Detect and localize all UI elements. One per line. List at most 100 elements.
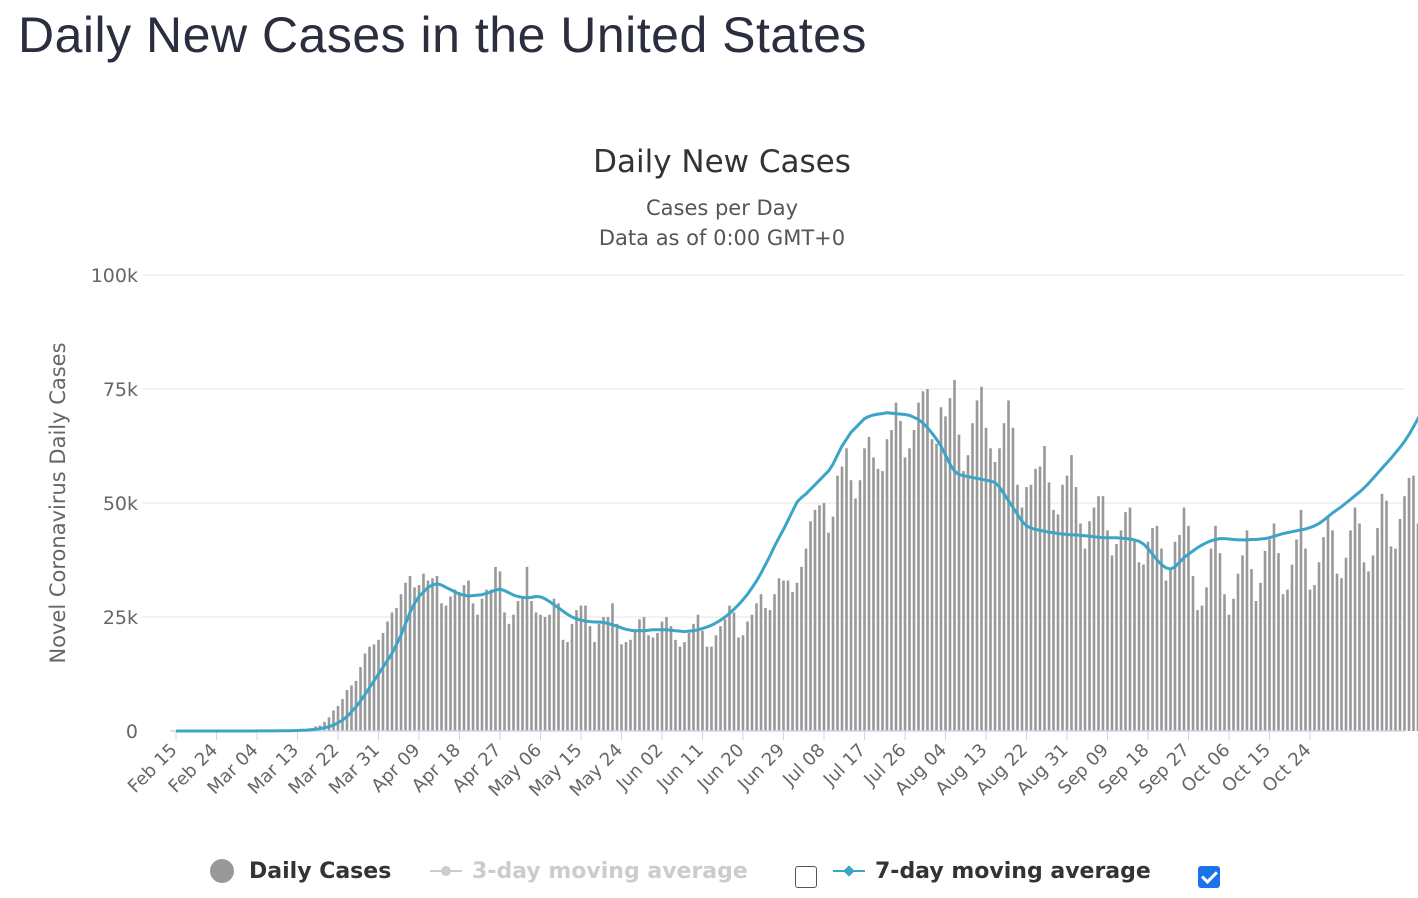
- gridlines: [142, 274, 1405, 618]
- circle-line-marker-icon: [430, 861, 462, 881]
- bar: [341, 699, 344, 731]
- bar: [1304, 548, 1307, 731]
- legend-7day-label: 7-day moving average: [875, 858, 1151, 884]
- bar: [552, 598, 556, 731]
- bar: [1056, 514, 1060, 731]
- bar: [804, 548, 808, 731]
- bar: [1043, 446, 1046, 731]
- bar: [588, 626, 592, 731]
- bar: [1335, 573, 1339, 731]
- bar: [516, 601, 520, 731]
- bar: [561, 639, 565, 731]
- bar: [1349, 530, 1352, 731]
- bar: [926, 389, 929, 731]
- bar: [620, 644, 623, 731]
- bar: [791, 591, 794, 731]
- bar: [1385, 500, 1388, 731]
- bar: [669, 626, 673, 731]
- bar: [710, 646, 713, 731]
- page-title: Daily New Cases in the United States: [18, 7, 867, 63]
- bar: [1299, 509, 1303, 731]
- bar: [1196, 610, 1199, 731]
- bar: [336, 705, 340, 731]
- bar: [1403, 496, 1406, 731]
- bar: [1182, 507, 1186, 731]
- bar: [980, 386, 983, 731]
- ma7-checkbox[interactable]: [1198, 866, 1220, 888]
- bar: [768, 610, 772, 731]
- bar: [1376, 528, 1379, 731]
- bar: [1110, 555, 1114, 731]
- ma3-checkbox[interactable]: [795, 866, 817, 888]
- bar: [948, 398, 952, 731]
- bar: [584, 605, 587, 731]
- bar: [678, 646, 682, 731]
- bar: [1250, 569, 1253, 731]
- bar: [345, 689, 349, 731]
- bar: [1038, 466, 1042, 731]
- bar: [395, 607, 398, 731]
- bar: [1124, 512, 1127, 731]
- bar: [957, 434, 961, 731]
- bar: [656, 632, 659, 731]
- bar: [1322, 537, 1325, 731]
- bar: [854, 498, 857, 731]
- bar: [417, 585, 421, 731]
- bar: [962, 471, 965, 731]
- bar: [422, 573, 425, 731]
- bar: [800, 566, 803, 731]
- legend-3day-average[interactable]: 3-day moving average: [430, 856, 748, 886]
- bar: [1097, 496, 1100, 731]
- bar: [696, 614, 700, 731]
- bar: [993, 461, 997, 731]
- bar: [1259, 582, 1262, 731]
- bar: [1331, 530, 1334, 731]
- bar: [386, 621, 389, 731]
- bar: [566, 642, 569, 731]
- bar: [539, 614, 542, 731]
- bar: [1146, 541, 1150, 731]
- bar: [1227, 614, 1231, 731]
- bar: [773, 594, 776, 731]
- bar: [1187, 525, 1190, 731]
- bar: [1101, 496, 1105, 731]
- bar: [1214, 525, 1217, 731]
- bar: [908, 448, 911, 731]
- bar: [777, 578, 781, 731]
- bar: [372, 644, 376, 731]
- bar: [827, 532, 830, 731]
- x-tick-label: Jul 17: [819, 740, 870, 791]
- bar: [570, 623, 574, 731]
- bar: [1272, 523, 1276, 731]
- bar: [1407, 477, 1411, 731]
- bar: [494, 566, 497, 731]
- bar: [638, 619, 641, 731]
- bar: [1083, 548, 1087, 731]
- bar: [858, 480, 862, 731]
- bar: [737, 637, 740, 731]
- bar: [624, 642, 628, 731]
- bar: [575, 610, 578, 731]
- bar: [1061, 484, 1064, 731]
- x-tick-label: Jul 08: [778, 740, 829, 791]
- bar: [984, 427, 988, 731]
- bar: [705, 646, 709, 731]
- y-axis-labels: 0 25k 50k 75k 100k: [91, 265, 138, 743]
- bar: [714, 635, 718, 731]
- bar: [741, 635, 745, 731]
- bar: [1002, 423, 1006, 731]
- bar: [557, 603, 560, 731]
- legend-7day-average[interactable]: 7-day moving average: [833, 856, 1151, 886]
- bar: [1119, 530, 1123, 731]
- bar: [1308, 589, 1312, 731]
- bar: [498, 571, 502, 731]
- legend-daily-cases[interactable]: Daily Cases: [210, 856, 391, 886]
- bar: [1164, 580, 1168, 731]
- bar: [1115, 544, 1118, 731]
- bar: [435, 575, 439, 731]
- bar: [890, 430, 893, 731]
- bar: [1047, 482, 1051, 731]
- bar: [1106, 530, 1109, 731]
- bar: [1218, 553, 1222, 731]
- bar: [1160, 548, 1163, 731]
